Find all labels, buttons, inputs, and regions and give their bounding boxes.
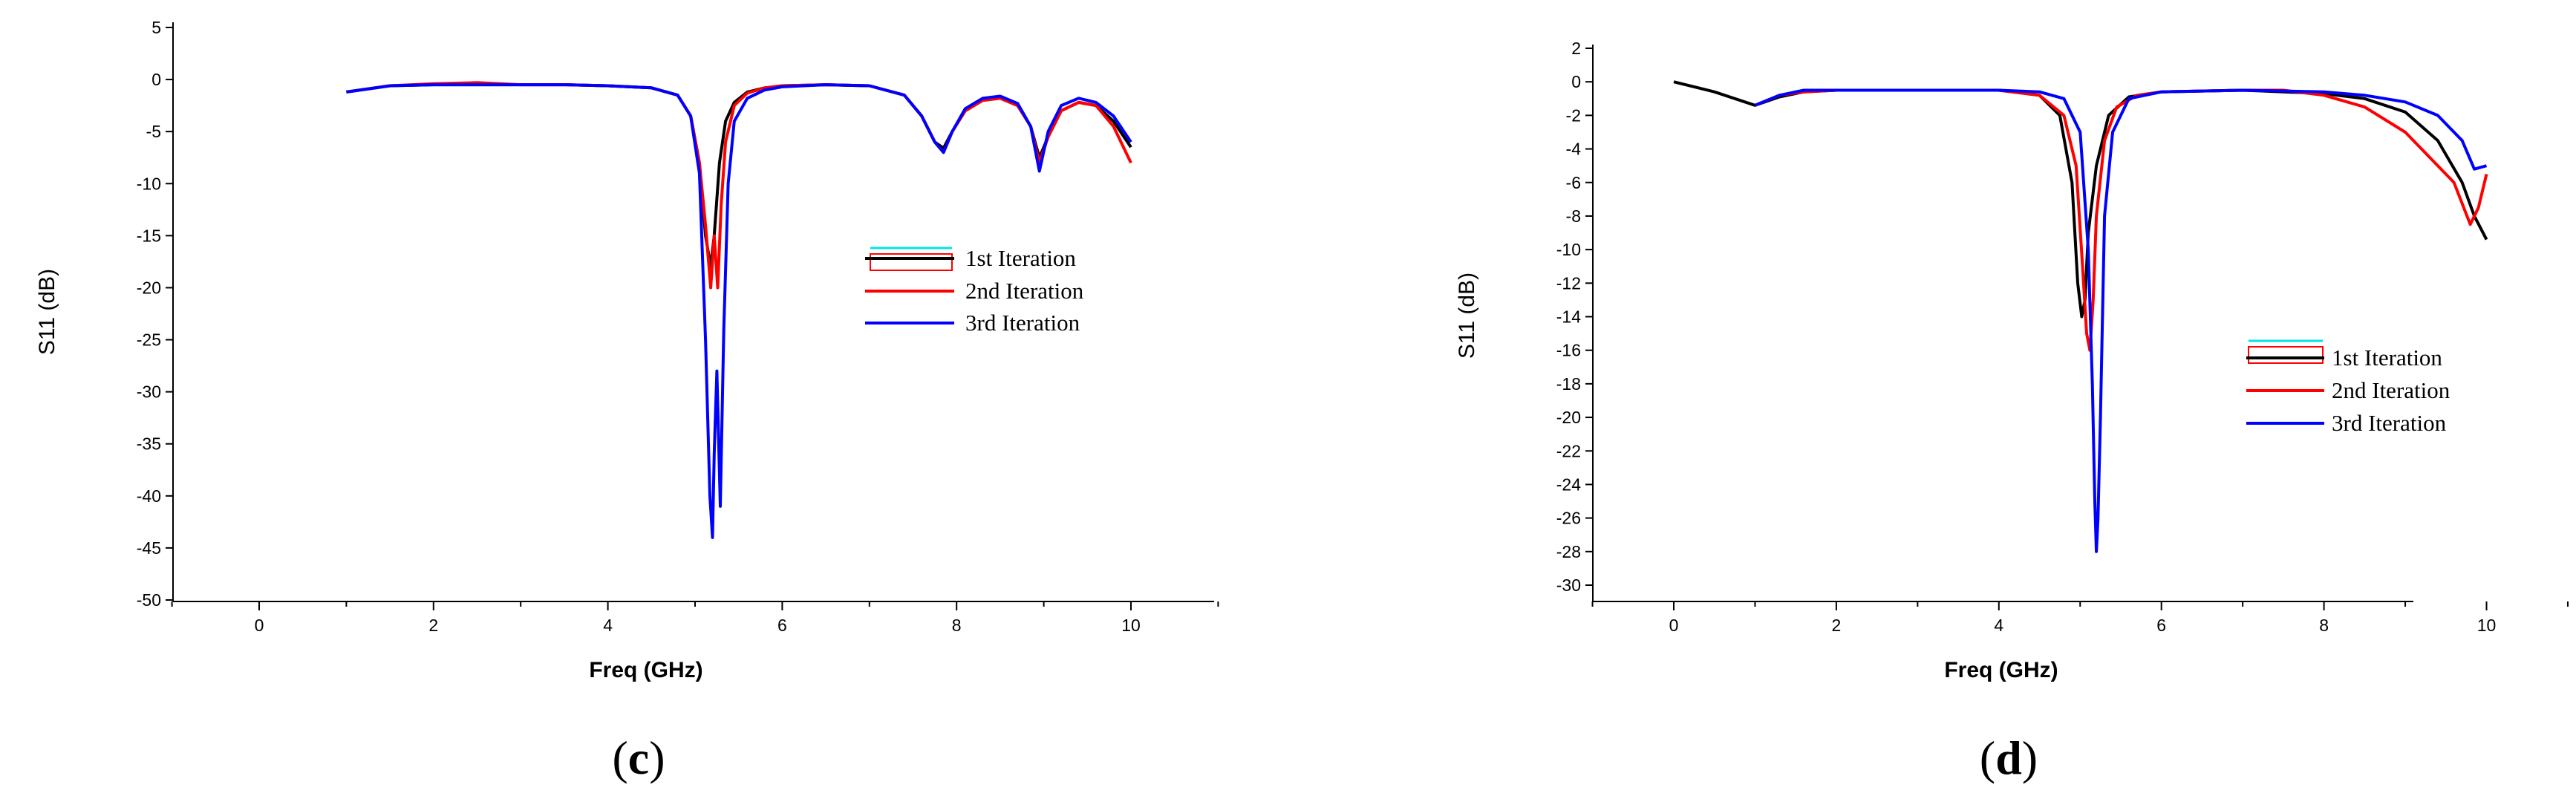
legend-label-1: 1st Iteration: [965, 245, 1076, 271]
panel-label: (d): [1980, 731, 2038, 784]
y-tick-label: -6: [1566, 173, 1581, 192]
y-tick-label: -16: [1556, 341, 1581, 360]
x-tick-label: 6: [777, 616, 787, 635]
x-axis-title: Freq (GHz): [589, 658, 702, 682]
legend: 1st Iteration 2nd Iteration 3rd Iteration: [2246, 339, 2451, 436]
x-axis-title: Freq (GHz): [1944, 658, 2058, 682]
y-tick-label: 0: [151, 70, 161, 89]
x-tick-label: 2: [428, 616, 438, 635]
panel-label-part: ): [2022, 731, 2038, 784]
series-line-3: [346, 83, 1132, 539]
y-tick-label: -10: [1556, 240, 1581, 259]
series-line-3: [1754, 88, 2488, 553]
series-line-2: [1754, 88, 2488, 352]
legend-label-2: 2nd Iteration: [2332, 377, 2451, 403]
y-tick-label: -5: [146, 122, 161, 141]
legend-label-1: 1st Iteration: [2332, 345, 2442, 371]
y-tick-label: -26: [1556, 509, 1581, 528]
y-tick-label: -12: [1556, 273, 1581, 293]
y-tick-label: 0: [1571, 72, 1581, 91]
y-tick-label: 2: [1571, 39, 1581, 58]
y-tick-label: -8: [1566, 206, 1581, 226]
y-tick-label: -50: [137, 590, 161, 610]
y-tick-label: -30: [1556, 575, 1581, 595]
y-tick-label: -20: [137, 278, 161, 297]
y-tick-label: -4: [1566, 140, 1582, 159]
legend-sample-box: [870, 253, 953, 271]
x-tick-label: 2: [1832, 616, 1842, 635]
panel-label-part: (: [1980, 731, 1995, 784]
x-tick-label: 8: [2319, 616, 2329, 635]
y-tick-label: -25: [137, 330, 161, 350]
x-tick-label: 4: [603, 616, 613, 635]
y-tick-label: -30: [137, 382, 161, 402]
y-tick-label: -2: [1566, 105, 1581, 125]
y-tick-label: -40: [137, 486, 161, 506]
x-tick-label: 0: [255, 616, 264, 635]
y-tick-label: -45: [137, 538, 161, 558]
x-tick-label: 8: [952, 616, 962, 635]
y-tick-label: -15: [137, 226, 161, 245]
legend-sample-box: [2248, 346, 2324, 364]
x-tick-label: 0: [1669, 616, 1679, 635]
y-tick-label: -24: [1556, 474, 1581, 494]
x-tick-label: 10: [2477, 616, 2497, 635]
x-tick-label: 6: [2156, 616, 2166, 635]
y-tick-label: -14: [1556, 307, 1581, 327]
y-tick-label: 5: [151, 18, 161, 37]
chart-c: 5 0 -5 -10 -15 -20 -25 -30 -35 -40 -45 -50 0 2 4 6 8 10 Fr…: [35, 18, 1219, 784]
x-tick-label: 4: [1994, 616, 2003, 635]
panel-label-part: c: [628, 731, 649, 784]
y-tick-label: -28: [1556, 542, 1581, 561]
y-tick-label: -20: [1556, 408, 1581, 427]
y-tick-label: -22: [1556, 441, 1581, 460]
y-tick-label: -35: [137, 434, 161, 454]
legend-label-2: 2nd Iteration: [965, 278, 1084, 304]
y-axis-title: S11 (dB): [1455, 273, 1479, 359]
legend-label-3: 3rd Iteration: [965, 310, 1080, 336]
legend: 1st Iteration 2nd Iteration 3rd Iteration: [865, 245, 1084, 336]
panel-label-part: (: [612, 731, 627, 784]
y-axis-title: S11 (dB): [35, 269, 59, 355]
chart-d: 2 0 -2 -4 -6 -8 -10 -12 -14 -16 -18 -20 -22 -24 -26 -28…: [1455, 39, 2569, 784]
panel-label: (c): [612, 731, 665, 784]
y-tick-label: -10: [137, 174, 161, 193]
series-line-1: [1673, 80, 2488, 319]
legend-label-3: 3rd Iteration: [2332, 410, 2447, 436]
y-tick-label: -18: [1556, 374, 1581, 394]
panel-label-part: d: [1995, 731, 2022, 784]
panel-label-part: ): [649, 731, 665, 784]
x-tick-label: 10: [1121, 616, 1141, 635]
